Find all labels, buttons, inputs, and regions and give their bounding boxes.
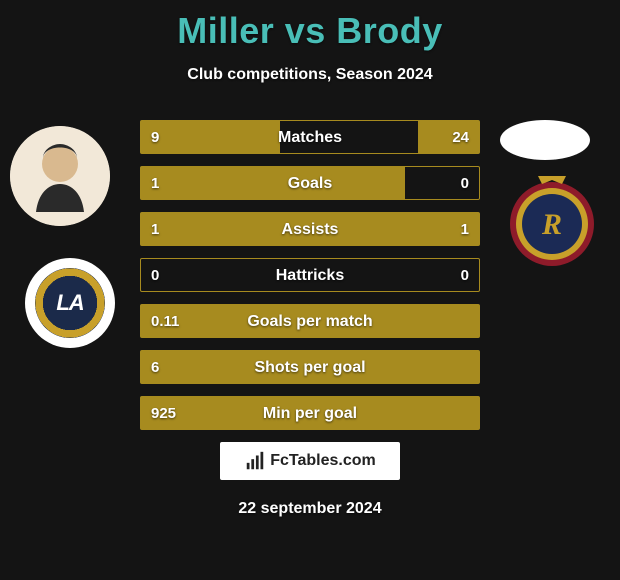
stat-row: 1Goals0 bbox=[140, 166, 480, 200]
stat-label: Goals per match bbox=[141, 305, 479, 339]
stat-value-right: 1 bbox=[461, 213, 469, 247]
brand-text: FcTables.com bbox=[270, 452, 376, 470]
shield-icon: R bbox=[502, 170, 602, 270]
stat-row: 0Hattricks0 bbox=[140, 258, 480, 292]
right-team-crest: R bbox=[502, 170, 602, 270]
stat-label: Hattricks bbox=[141, 259, 479, 293]
left-team-crest-text: LA bbox=[35, 268, 105, 338]
svg-text:R: R bbox=[541, 208, 562, 241]
chart-icon bbox=[244, 450, 266, 472]
stat-label: Goals bbox=[141, 167, 479, 201]
stat-value-right: 24 bbox=[452, 121, 469, 155]
stat-label: Min per goal bbox=[141, 397, 479, 431]
stat-row: 9Matches24 bbox=[140, 120, 480, 154]
stat-row: 0.11Goals per match bbox=[140, 304, 480, 338]
subtitle: Club competitions, Season 2024 bbox=[0, 66, 620, 84]
stat-value-right: 0 bbox=[461, 167, 469, 201]
stat-label: Shots per goal bbox=[141, 351, 479, 385]
left-team-crest: LA bbox=[25, 258, 115, 348]
stats-table: 9Matches241Goals01Assists10Hattricks00.1… bbox=[140, 120, 480, 442]
page-title: Miller vs Brody bbox=[0, 0, 620, 52]
stat-row: 925Min per goal bbox=[140, 396, 480, 430]
stat-row: 1Assists1 bbox=[140, 212, 480, 246]
stat-label: Matches bbox=[141, 121, 479, 155]
right-player-photo bbox=[500, 120, 590, 160]
date-text: 22 september 2024 bbox=[0, 500, 620, 518]
stat-row: 6Shots per goal bbox=[140, 350, 480, 384]
stat-value-right: 0 bbox=[461, 259, 469, 293]
brand-badge: FcTables.com bbox=[220, 442, 400, 480]
left-player-photo bbox=[10, 126, 110, 226]
stat-label: Assists bbox=[141, 213, 479, 247]
person-icon bbox=[10, 126, 110, 226]
